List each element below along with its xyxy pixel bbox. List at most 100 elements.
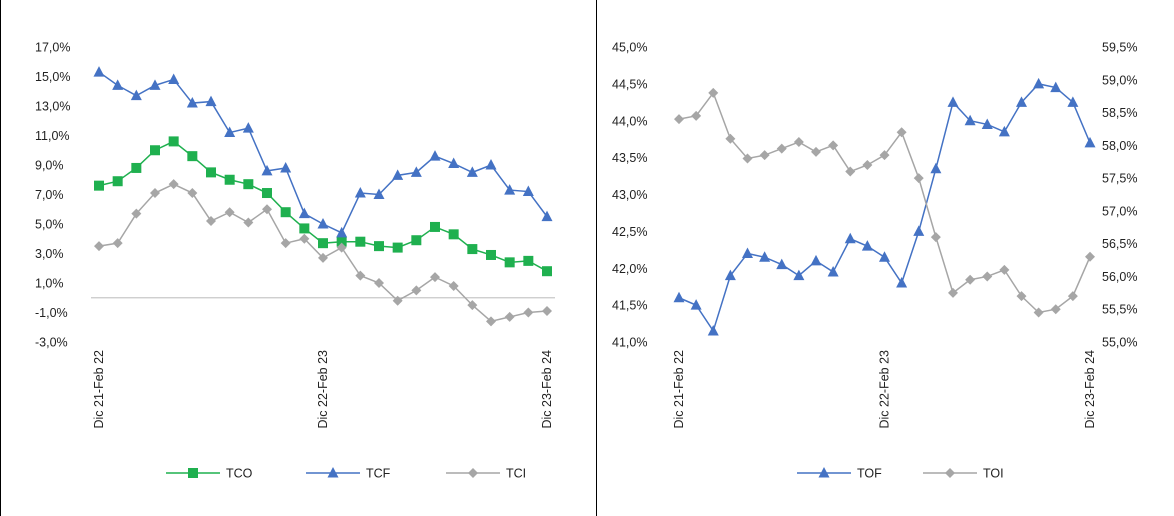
data-point-tcf — [224, 126, 236, 138]
data-point-tci — [523, 307, 534, 318]
data-point-tof — [998, 125, 1010, 137]
data-point-tco — [467, 244, 478, 255]
series-line-tof — [678, 83, 1091, 333]
data-point-tcf — [448, 157, 460, 169]
data-point-tco — [336, 236, 347, 247]
legend-label-toi: TOI — [983, 467, 1004, 481]
data-point-tof — [879, 251, 890, 262]
data-point-tof — [742, 247, 753, 258]
data-point-tco — [504, 257, 515, 268]
y-tick-label: 3,0% — [35, 247, 64, 261]
data-point-toi — [896, 127, 907, 138]
data-point-tcf — [186, 97, 198, 108]
data-point-toi — [862, 160, 873, 170]
data-point-tco — [150, 145, 160, 156]
data-point-tcf — [522, 185, 534, 197]
data-point-tci — [187, 188, 198, 199]
x-tick-label: Dic 23-Feb 24 — [540, 350, 554, 429]
data-point-toi — [1067, 291, 1078, 302]
right-chart-panel: 45,0% 44,5% 44,0% 43,5% 43,0% 42,5% 42,0% 41,5%… — [597, 0, 1174, 516]
data-point-toi — [913, 173, 924, 184]
y-tick-label: -3,0% — [35, 336, 68, 350]
data-point-tof — [964, 114, 976, 126]
y-right-tick-label: 57,5% — [1102, 172, 1137, 186]
data-point-tci — [131, 208, 142, 219]
data-point-tci — [467, 300, 478, 311]
data-point-tof — [861, 240, 873, 251]
legend-label-tci: TCI — [506, 467, 526, 481]
data-point-tcf — [392, 169, 404, 180]
data-point-tco — [112, 176, 123, 187]
data-point-tco — [355, 236, 366, 247]
data-point-tco — [318, 238, 328, 249]
legend-marker-tof — [818, 467, 830, 478]
data-point-toi — [1016, 291, 1027, 302]
data-point-toi — [742, 153, 753, 164]
data-point-tcf — [373, 188, 385, 199]
data-point-tco — [411, 235, 422, 246]
data-point-tof — [947, 96, 959, 107]
y-right-tick-label: 56,0% — [1102, 270, 1137, 284]
data-point-tci — [224, 207, 235, 218]
series-line-tcf — [98, 71, 548, 234]
y-right-tick-label: 56,5% — [1102, 237, 1137, 251]
data-point-tcf — [168, 73, 180, 84]
data-point-tci — [504, 311, 515, 322]
y-left-tick-label: 44,5% — [612, 77, 647, 91]
data-point-tof — [759, 251, 771, 262]
data-point-tof — [896, 277, 908, 288]
data-point-tof — [1016, 96, 1027, 107]
data-point-tco — [280, 207, 291, 218]
data-point-tof — [793, 269, 805, 281]
data-point-toi — [930, 232, 941, 243]
data-point-tci — [448, 280, 459, 291]
data-point-tci — [542, 306, 552, 317]
data-point-toi — [776, 143, 787, 154]
data-point-tco — [262, 188, 272, 199]
data-point-tci — [318, 252, 328, 263]
data-point-tcf — [354, 187, 366, 198]
series-line-tco — [98, 140, 548, 272]
legend-label-tcf: TCF — [366, 467, 391, 481]
data-point-tcf — [261, 164, 273, 176]
data-point-tco — [187, 151, 198, 162]
data-point-tof — [810, 254, 822, 266]
y-tick-label: 11,0% — [35, 129, 70, 143]
left-line-chart: 17,0% 15,0% 13,0% 11,0% 9,0% 7,0% 5,0% 3,0% 1,0%… — [35, 41, 555, 481]
y-left-tick-label: 41,5% — [612, 299, 647, 313]
y-right-tick-label: 55,0% — [1102, 336, 1137, 350]
data-point-tco — [430, 221, 440, 232]
data-point-tcf — [130, 89, 142, 101]
data-point-tco — [448, 229, 459, 240]
data-point-tci — [486, 316, 496, 327]
data-point-toi — [828, 140, 839, 151]
x-tick-label: Dic 21-Feb 22 — [92, 350, 106, 429]
data-point-tci — [299, 233, 310, 244]
data-point-tcf — [429, 150, 441, 161]
series-line-toi — [678, 91, 1091, 314]
data-point-tof — [707, 324, 719, 336]
data-point-tof — [913, 225, 925, 236]
legend-marker-tci — [468, 468, 478, 478]
data-point-toi — [811, 146, 821, 157]
data-point-tci — [150, 188, 160, 199]
data-point-toi — [879, 150, 890, 161]
data-point-toi — [691, 110, 702, 121]
left-chart-panel: 17,0% 15,0% 13,0% 11,0% 9,0% 7,0% 5,0% 3,0% 1,0%… — [0, 0, 597, 516]
data-point-tci — [112, 238, 123, 249]
data-point-tof — [673, 291, 685, 303]
y-left-tick-label: 41,0% — [612, 336, 647, 350]
x-tick-label: Dic 21-Feb 22 — [672, 350, 686, 429]
data-point-tcf — [149, 79, 161, 90]
y-right-tick-label: 58,0% — [1102, 139, 1137, 153]
data-point-tci — [392, 295, 403, 306]
legend-label-tco: TCO — [226, 467, 253, 481]
series-line-tci — [98, 183, 548, 323]
data-point-tci — [430, 272, 440, 283]
data-point-tci — [336, 242, 347, 253]
y-right-tick-label: 59,5% — [1102, 41, 1137, 55]
y-tick-label: 15,0% — [35, 70, 70, 84]
data-point-tcf — [205, 95, 217, 107]
data-point-tcf — [242, 122, 254, 133]
data-point-tco — [486, 249, 496, 260]
